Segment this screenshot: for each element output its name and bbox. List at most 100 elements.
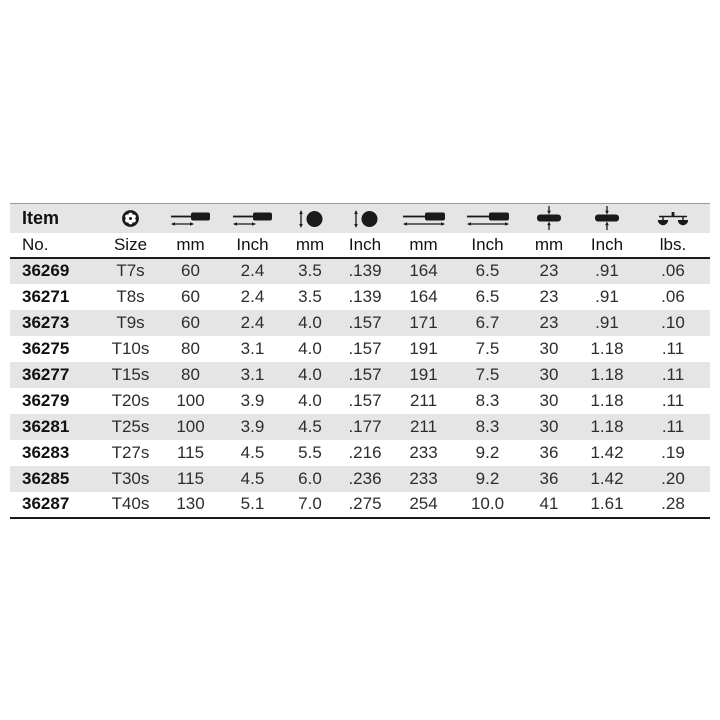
item-number: 36269 xyxy=(22,261,70,280)
table-row: 36287 T40s 130 5.1 7.0.275 254 10.0 41 1.61.28 xyxy=(10,491,710,519)
spec-value-handle_inch: 1.42 xyxy=(590,442,624,462)
item-number: 36271 xyxy=(22,286,70,306)
spec-value-size: T20s xyxy=(111,390,150,410)
tip-diameter-icon xyxy=(353,209,377,228)
spec-value-size: T7s xyxy=(116,261,145,280)
spec-value-tip_mm: 4.0 xyxy=(298,390,322,410)
scale-icon xyxy=(657,211,689,225)
handle-diameter-icon xyxy=(595,206,619,231)
spec-value-overall_mm: 191 xyxy=(409,338,438,358)
spec-value-weight_lbs: .11 xyxy=(661,364,685,384)
spec-value-blade_inch: 3.9 xyxy=(240,390,265,410)
spec-value-overall_inch: 6.5 xyxy=(475,261,500,280)
spec-value-handle_inch: 1.18 xyxy=(590,416,624,436)
table-row: 36285 T30s 115 4.5 6.0 .236 233 9.2 36 1.42 .20 xyxy=(10,465,710,492)
spec-value-overall_mm: 164 xyxy=(409,286,438,306)
col-label-tip-inch: Inch xyxy=(338,232,392,259)
spec-value-blade_mm: 115 xyxy=(176,468,205,488)
spec-value-handle_mm: 30 xyxy=(539,364,559,384)
spec-value-tip_inch: .236 xyxy=(348,468,382,488)
spec-value-blade_inch: 3.9 xyxy=(240,416,265,436)
col-label-weight-lbs: lbs. xyxy=(636,232,710,259)
table-row: 36271 T8s 60 2.4 3.5 .139 164 6.5 23 .91 .06 xyxy=(10,283,710,310)
spec-value-weight_lbs: .11 xyxy=(661,416,685,436)
spec-value-size: T15s xyxy=(111,364,150,384)
spec-value-size: T40s xyxy=(103,491,158,519)
spec-value-blade_mm: 60 xyxy=(181,261,200,280)
table-row: 36281 T25s 100 3.9 4.5 .177 211 8.3 30 1.18 .11 xyxy=(10,413,710,440)
spec-value-overall_mm: 191 xyxy=(409,364,438,384)
spec-value-tip_mm: 3.5 xyxy=(298,261,322,280)
spec-value-handle_inch: 1.18 xyxy=(590,364,624,384)
spec-value-tip_mm: 4.0 xyxy=(298,338,322,358)
col-label-overall-mm: mm xyxy=(392,232,455,259)
spec-value-handle_mm: 36 xyxy=(539,468,559,488)
spec-value-overall_inch: 7.5 xyxy=(475,338,500,358)
spec-value-weight_lbs: .20 xyxy=(661,468,685,488)
spec-value-tip_inch: .216 xyxy=(348,442,382,462)
spec-value-handle_mm: 23 xyxy=(539,286,559,306)
spec-value-overall_inch: 8.3 xyxy=(475,390,500,410)
spec-value-tip_mm: 4.0 xyxy=(298,364,322,384)
handle-diameter-icon xyxy=(537,206,561,231)
spec-value-blade_mm: 100 xyxy=(176,390,205,410)
spec-value-overall_inch: 9.2 xyxy=(475,442,500,462)
spec-value-overall_mm: 171 xyxy=(409,312,438,332)
spec-value-tip_mm: 6.0 xyxy=(298,468,322,488)
spec-value-weight_lbs: .11 xyxy=(661,390,685,410)
table-row: 36277 T15s 80 3.1 4.0 .157 191 7.5 30 1.18 .11 xyxy=(10,361,710,388)
spec-value-tip_inch: .157 xyxy=(348,364,382,384)
header-label-row: No. Size mm Inch mm Inch mm Inch mm Inch… xyxy=(10,232,710,259)
spec-value-size: T10s xyxy=(111,338,150,358)
spec-value-overall_mm: 211 xyxy=(409,390,438,410)
table-header: Item xyxy=(10,203,710,259)
spec-value-overall_inch: 10.0 xyxy=(455,491,520,519)
item-header-top: Item xyxy=(10,203,103,233)
spec-value-overall_inch: 7.5 xyxy=(475,364,500,384)
blade-length-mm-icon-cell xyxy=(158,203,223,233)
torx-icon xyxy=(122,210,139,228)
tip-diameter-inch-icon-cell xyxy=(338,203,392,233)
spec-value-tip_inch: .275 xyxy=(338,491,392,519)
table-body: 36269 T7s 60 2.4 3.5 .139 164 6.5 23 .91 .06 36271 T… xyxy=(10,257,710,519)
overall-length-icon xyxy=(466,212,509,226)
col-label-handle-inch: Inch xyxy=(578,232,636,259)
spec-value-handle_inch: 1.18 xyxy=(590,390,624,410)
spec-value-size: T9s xyxy=(116,312,145,332)
size-header-icon-cell xyxy=(103,203,158,233)
col-label-blade-mm: mm xyxy=(158,232,223,259)
table-row: 36279 T20s 100 3.9 4.0 .157 211 8.3 30 1.18 .11 xyxy=(10,387,710,414)
item-number: 36273 xyxy=(22,312,70,332)
spec-value-handle_inch: 1.61 xyxy=(578,491,636,519)
spec-value-weight_lbs: .19 xyxy=(661,442,685,462)
blade-length-icon xyxy=(170,212,210,226)
spec-value-blade_mm: 130 xyxy=(158,491,223,519)
spec-value-blade_mm: 115 xyxy=(176,442,205,462)
spec-value-tip_mm: 3.5 xyxy=(298,286,322,306)
item-number: 36281 xyxy=(22,416,70,436)
spec-value-tip_inch: .139 xyxy=(348,286,382,306)
spec-value-handle_mm: 30 xyxy=(539,416,559,436)
col-label-blade-inch: Inch xyxy=(223,232,282,259)
spec-value-tip_inch: .157 xyxy=(348,312,382,332)
spec-value-handle_inch: .91 xyxy=(595,312,619,332)
table-row: 36275 T10s 80 3.1 4.0 .157 191 7.5 30 1.18 .11 xyxy=(10,335,710,362)
col-label-overall-inch: Inch xyxy=(455,232,520,259)
spec-value-blade_inch: 4.5 xyxy=(240,468,265,488)
item-number: 36285 xyxy=(22,468,70,488)
spec-value-overall_mm: 211 xyxy=(409,416,438,436)
spec-value-blade_mm: 80 xyxy=(181,338,200,358)
spec-value-handle_inch: 1.42 xyxy=(590,468,624,488)
spec-value-blade_mm: 60 xyxy=(181,312,200,332)
spec-value-weight_lbs: .28 xyxy=(636,491,710,519)
table-row: 36273 T9s 60 2.4 4.0 .157 171 6.7 23 .91 .10 xyxy=(10,309,710,336)
spec-value-size: T25s xyxy=(111,416,150,436)
item-number: 36275 xyxy=(22,338,70,358)
spec-value-blade_inch: 2.4 xyxy=(240,286,265,306)
spec-value-overall_mm: 233 xyxy=(409,442,438,462)
spec-value-blade_inch: 3.1 xyxy=(240,338,265,358)
spec-value-handle_mm: 41 xyxy=(520,491,578,519)
spec-value-overall_inch: 6.7 xyxy=(475,312,500,332)
item-number: 36287 xyxy=(10,491,103,519)
